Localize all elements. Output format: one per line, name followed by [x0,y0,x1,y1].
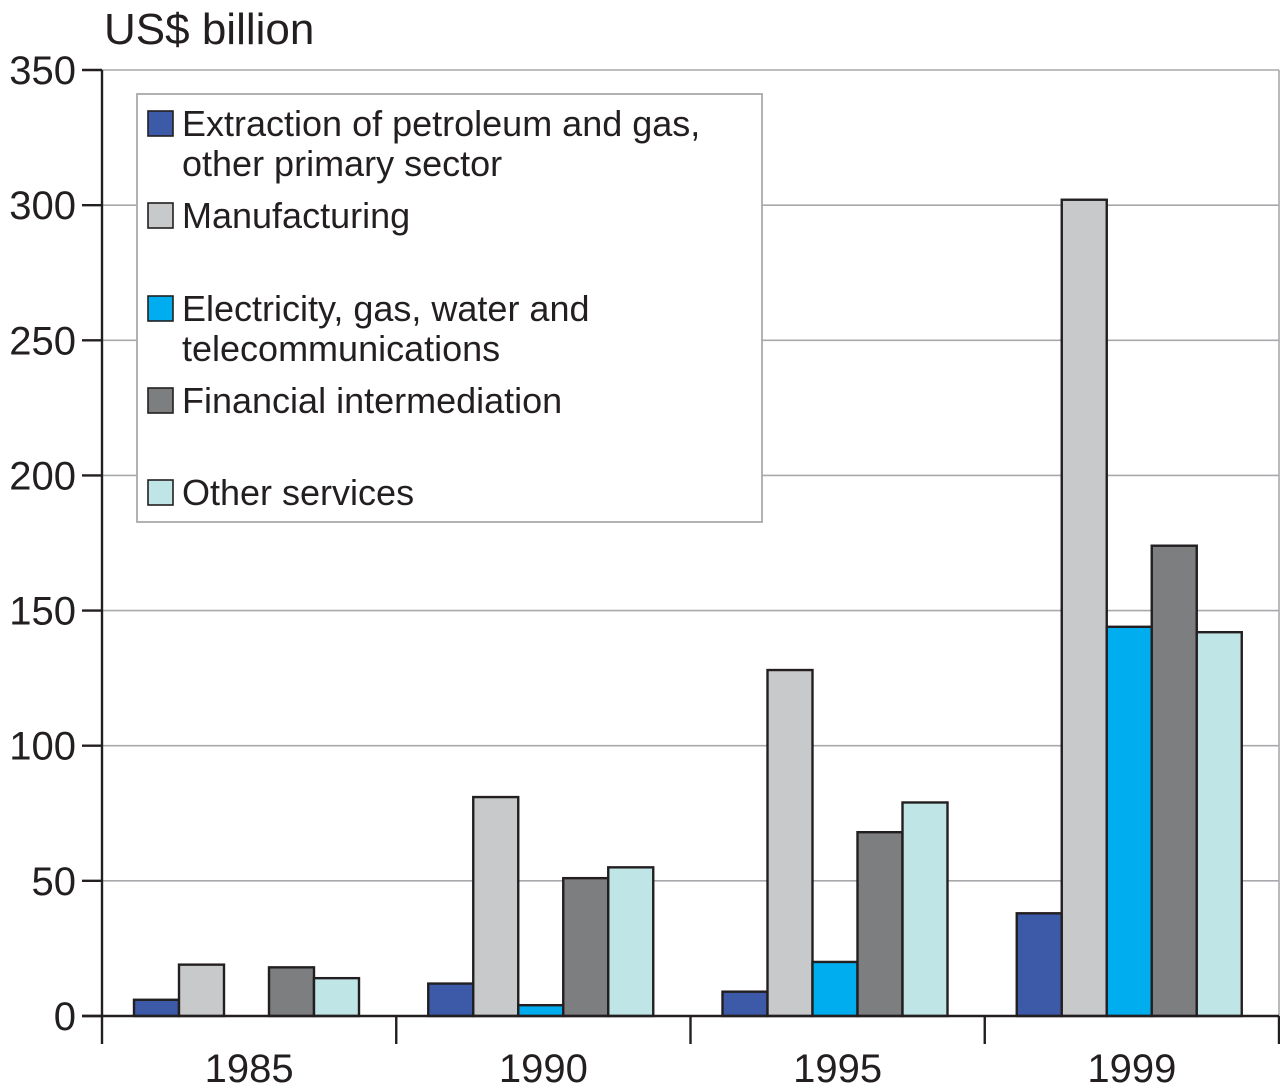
bar-1995-series-3 [811,960,859,1018]
legend-swatch-4 [147,387,174,414]
bar-1985-series-2 [177,963,226,1018]
legend-label-1-line-2: other primary sector [182,143,502,184]
bar-1985-series-4 [267,966,316,1018]
legend-label-4: Financial intermediation [182,380,562,421]
axes: 0 50 100 150 200 250 300 350 1985 1990 1995 1999 [9,49,1280,1091]
x-tick-label-1990: 1990 [499,1047,588,1091]
y-tick-label-200: 200 [9,454,76,498]
bar-1990-series-4 [562,876,610,1018]
legend: Extraction of petroleum and gas,other pr… [136,93,763,523]
legend-swatch-5 [147,479,174,506]
bar-1985-series-1 [132,998,181,1018]
bar-1999-series-2 [1060,198,1108,1018]
bar-1995-series-1 [721,990,769,1018]
legend-box [136,93,763,523]
y-tick-label-50: 50 [32,860,77,904]
bar-1990-series-3 [517,1003,565,1018]
legend-swatch-1 [147,110,174,137]
bar-1990-series-5 [607,866,655,1018]
bar-1995-series-4 [856,831,904,1018]
x-tick-label-1999: 1999 [1087,1047,1176,1091]
y-tick-label-150: 150 [9,590,76,634]
bar-1990-series-2 [472,795,520,1018]
y-tick-label-250: 250 [9,319,76,363]
bar-1990-series-1 [427,982,475,1018]
y-tick-label-0: 0 [54,995,76,1039]
legend-label-1-line-1: Extraction of petroleum and gas, [182,103,700,144]
bar-1999-series-4 [1150,544,1198,1018]
bar-1985-series-5 [312,976,361,1018]
bars [132,198,1243,1018]
bar-1999-series-1 [1015,912,1063,1018]
x-tick-label-1985: 1985 [205,1047,294,1091]
y-axis-unit-label: US$ billion [104,5,314,54]
y-tick-label-350: 350 [9,49,76,93]
bar-1995-series-5 [901,801,949,1018]
bar-1999-series-5 [1195,630,1243,1018]
legend-label-3-line-2: telecommunications [182,328,500,369]
bar-1999-series-3 [1105,625,1153,1018]
legend-label-5: Other services [182,472,414,513]
legend-swatch-3 [147,295,174,322]
y-tick-label-300: 300 [9,184,76,228]
bar-1995-series-2 [766,668,814,1018]
x-tick-label-1995: 1995 [793,1047,882,1091]
legend-swatch-2 [147,202,174,229]
legend-label-2: Manufacturing [182,195,410,236]
legend-label-3-line-1: Electricity, gas, water and [182,288,590,329]
y-tick-label-100: 100 [9,725,76,769]
